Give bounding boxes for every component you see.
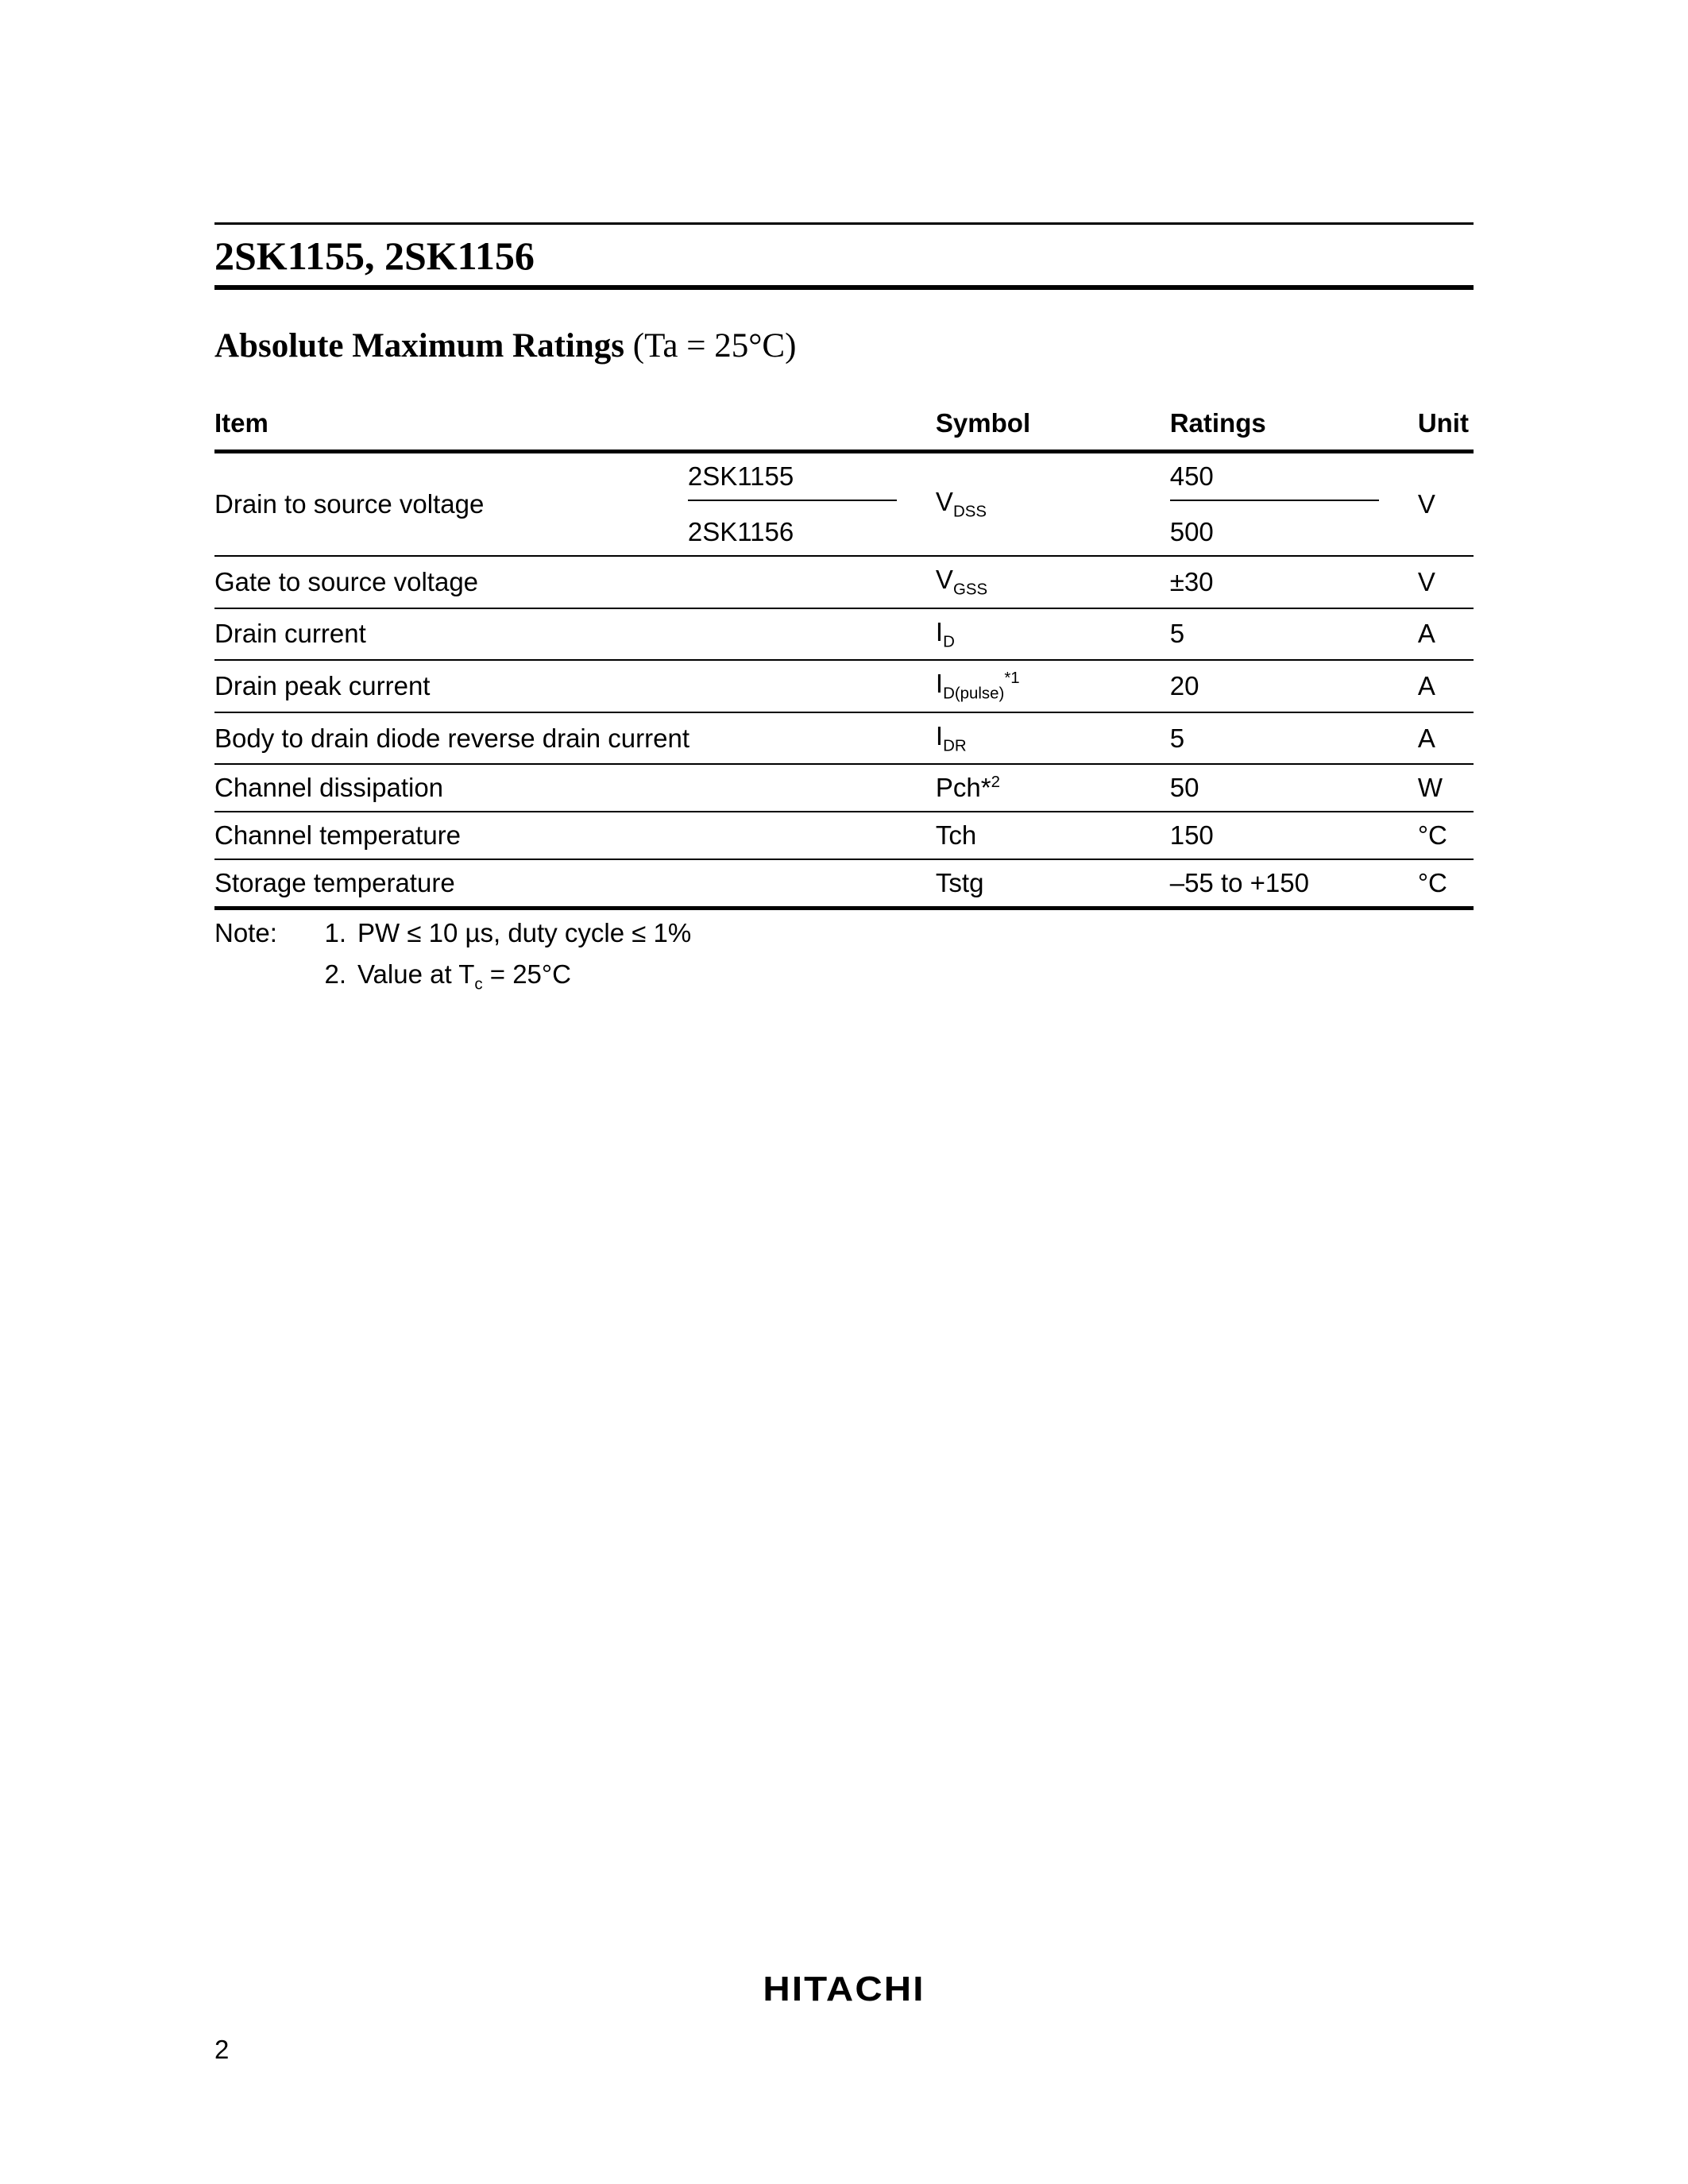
cell-item: Storage temperature bbox=[214, 859, 936, 909]
cell-item: Drain to source voltage bbox=[214, 452, 688, 557]
page-number: 2 bbox=[214, 2035, 229, 2065]
cell-symbol: VDSS bbox=[936, 452, 1170, 557]
cell-symbol: ID bbox=[936, 608, 1170, 661]
note-text: Value at Tc = 25°C bbox=[357, 959, 1474, 994]
top-rule bbox=[214, 222, 1474, 225]
cell-unit: W bbox=[1418, 764, 1474, 812]
cell-part-1: 2SK1155 bbox=[688, 452, 936, 510]
cell-unit: A bbox=[1418, 660, 1474, 712]
cell-unit: V bbox=[1418, 452, 1474, 557]
note-2: 2. Value at Tc = 25°C bbox=[214, 959, 1474, 994]
cell-rating: ±30 bbox=[1170, 556, 1418, 608]
ratings-table: Item Symbol Ratings Unit Drain to source… bbox=[214, 400, 1474, 910]
row-drain-peak: Drain peak current ID(pulse)*1 20 A bbox=[214, 660, 1474, 712]
cell-item: Body to drain diode reverse drain curren… bbox=[214, 712, 936, 765]
cell-rating: 5 bbox=[1170, 608, 1418, 661]
cell-item: Channel temperature bbox=[214, 812, 936, 859]
note-1: Note: 1. PW ≤ 10 µs, duty cycle ≤ 1% bbox=[214, 918, 1474, 948]
cell-symbol: IDR bbox=[936, 712, 1170, 765]
row-drain-source-1: Drain to source voltage 2SK1155 VDSS 450… bbox=[214, 452, 1474, 510]
cell-rating-1: 450 bbox=[1170, 452, 1418, 510]
note-label-blank bbox=[214, 959, 318, 994]
note-label: Note: bbox=[214, 918, 318, 948]
cell-symbol: Tch bbox=[936, 812, 1170, 859]
table-header-row: Item Symbol Ratings Unit bbox=[214, 400, 1474, 452]
row-channel-temperature: Channel temperature Tch 150 °C bbox=[214, 812, 1474, 859]
section-title: Absolute Maximum Ratings (Ta = 25°C) bbox=[214, 326, 1474, 365]
cell-rating: –55 to +150 bbox=[1170, 859, 1418, 909]
cell-item: Channel dissipation bbox=[214, 764, 936, 812]
brand-logo: HITACHI bbox=[0, 1970, 1688, 2009]
note-number: 2. bbox=[318, 959, 357, 994]
row-body-drain: Body to drain diode reverse drain curren… bbox=[214, 712, 1474, 765]
cell-item: Gate to source voltage bbox=[214, 556, 936, 608]
cell-unit: A bbox=[1418, 608, 1474, 661]
note-text: PW ≤ 10 µs, duty cycle ≤ 1% bbox=[357, 918, 1474, 948]
cell-symbol: Tstg bbox=[936, 859, 1170, 909]
row-channel-dissipation: Channel dissipation Pch*2 50 W bbox=[214, 764, 1474, 812]
row-storage-temperature: Storage temperature Tstg –55 to +150 °C bbox=[214, 859, 1474, 909]
cell-rating-2: 500 bbox=[1170, 509, 1418, 556]
cell-rating: 150 bbox=[1170, 812, 1418, 859]
cell-unit: A bbox=[1418, 712, 1474, 765]
table-notes: Note: 1. PW ≤ 10 µs, duty cycle ≤ 1% 2. … bbox=[214, 918, 1474, 994]
col-header-unit: Unit bbox=[1418, 400, 1474, 452]
cell-symbol: VGSS bbox=[936, 556, 1170, 608]
section-title-bold: Absolute Maximum Ratings bbox=[214, 327, 624, 365]
cell-item: Drain peak current bbox=[214, 660, 936, 712]
cell-symbol: Pch*2 bbox=[936, 764, 1170, 812]
document-title: 2SK1155, 2SK1156 bbox=[214, 233, 1474, 290]
cell-rating: 5 bbox=[1170, 712, 1418, 765]
cell-rating: 50 bbox=[1170, 764, 1418, 812]
col-header-symbol: Symbol bbox=[936, 400, 1170, 452]
cell-symbol: ID(pulse)*1 bbox=[936, 660, 1170, 712]
note-number: 1. bbox=[318, 918, 357, 948]
cell-rating: 20 bbox=[1170, 660, 1418, 712]
section-title-condition: (Ta = 25°C) bbox=[624, 327, 796, 365]
cell-unit: V bbox=[1418, 556, 1474, 608]
cell-item: Drain current bbox=[214, 608, 936, 661]
cell-part-2: 2SK1156 bbox=[688, 509, 936, 556]
cell-unit: °C bbox=[1418, 859, 1474, 909]
row-gate-source: Gate to source voltage VGSS ±30 V bbox=[214, 556, 1474, 608]
col-header-item: Item bbox=[214, 400, 936, 452]
cell-unit: °C bbox=[1418, 812, 1474, 859]
datasheet-page: 2SK1155, 2SK1156 Absolute Maximum Rating… bbox=[0, 0, 1688, 2184]
row-drain-current: Drain current ID 5 A bbox=[214, 608, 1474, 661]
col-header-ratings: Ratings bbox=[1170, 400, 1418, 452]
